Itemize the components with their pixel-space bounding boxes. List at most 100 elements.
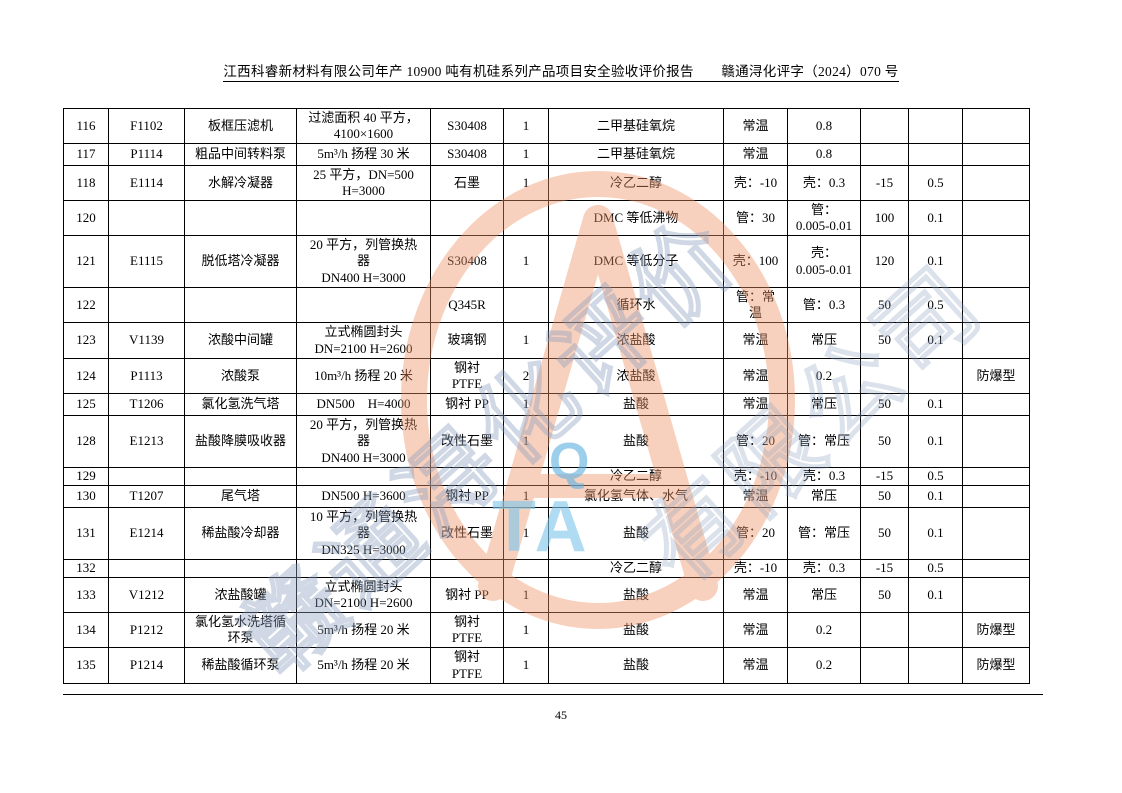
- cell: 20 平方，列管换热 器 DN400 H=3000: [296, 235, 431, 288]
- cell: 浓酸泵: [184, 358, 297, 394]
- cell: 0.1: [908, 507, 963, 560]
- cell: 128: [63, 415, 109, 468]
- cell: 1: [503, 143, 549, 166]
- cell: 立式椭圆封头 DN=2100 H=2600: [296, 322, 431, 359]
- cell: [184, 200, 297, 236]
- cell: [962, 415, 1030, 468]
- cell: 1: [503, 577, 549, 613]
- cell: 50: [860, 287, 909, 323]
- cell: 二甲基硅氧烷: [548, 108, 724, 144]
- cell: 常温: [723, 393, 788, 416]
- cell: [962, 577, 1030, 613]
- cell: [296, 559, 431, 578]
- cell: [108, 559, 185, 578]
- cell: P1113: [108, 358, 185, 394]
- cell: [962, 467, 1030, 486]
- table-row: 125 T1206 氯化氢洗气塔 DN500 H=4000 钢衬 PP 1 盐酸 常温 常压 50…: [63, 393, 1030, 416]
- cell: 2: [503, 358, 549, 394]
- cell: 10m³/h 扬程 20 米: [296, 358, 431, 394]
- cell: 0.5: [908, 165, 963, 201]
- cell: E1213: [108, 415, 185, 468]
- cell: DN500 H=3600: [296, 485, 431, 508]
- cell: 管：20: [723, 415, 788, 468]
- cell: 壳：-10: [723, 165, 788, 201]
- cell: 1: [503, 647, 549, 684]
- cell: [184, 559, 297, 578]
- cell: [503, 200, 549, 236]
- table-row: 124 P1113 浓酸泵 10m³/h 扬程 20 米钢衬 PTFE 2 浓盐酸 常温 0.…: [63, 358, 1030, 394]
- cell: 常温: [723, 358, 788, 394]
- cell: 121: [63, 235, 109, 288]
- cell: 0.2: [787, 647, 861, 684]
- cell: 盐酸: [548, 415, 724, 468]
- cell: [296, 287, 431, 323]
- cell: 盐酸: [548, 507, 724, 560]
- cell: DMC 等低沸物: [548, 200, 724, 236]
- cell: 0.2: [787, 358, 861, 394]
- cell: 20 平方，列管换热 器 DN400 H=3000: [296, 415, 431, 468]
- cell: 50: [860, 393, 909, 416]
- cell: 冷乙二醇: [548, 165, 724, 201]
- cell: 117: [63, 143, 109, 166]
- cell: 防爆型: [962, 358, 1030, 394]
- cell: 0.5: [908, 467, 963, 486]
- cell: 0.1: [908, 200, 963, 236]
- cell: 0.1: [908, 415, 963, 468]
- cell: 脱低塔冷凝器: [184, 235, 297, 288]
- cell: [860, 612, 909, 648]
- cell: 5m³/h 扬程 30 米: [296, 143, 431, 166]
- cell: S30408: [430, 143, 504, 166]
- cell: 盐酸降膜吸收器: [184, 415, 297, 468]
- cell: 管：0.3: [787, 287, 861, 323]
- cell: E1115: [108, 235, 185, 288]
- cell: 130: [63, 485, 109, 508]
- cell: 25 平方，DN=500 H=3000: [296, 165, 431, 201]
- cell: 5m³/h 扬程 20 米: [296, 612, 431, 648]
- cell: 0.8: [787, 143, 861, 166]
- cell: [430, 200, 504, 236]
- cell: 0.1: [908, 393, 963, 416]
- cell: V1139: [108, 322, 185, 359]
- cell: 常温: [723, 143, 788, 166]
- cell: 二甲基硅氧烷: [548, 143, 724, 166]
- equipment-table-container: 116 F1102 板框压滤机 过滤面积 40 平方， 4100×1600 S30408…: [63, 108, 1030, 684]
- cell: 盐酸: [548, 612, 724, 648]
- cell: [296, 200, 431, 236]
- cell: 循环水: [548, 287, 724, 323]
- cell: 0.1: [908, 235, 963, 288]
- table-row: 118 E1114 水解冷凝器 25 平方，DN=500 H=3000 石墨 1 冷乙二醇壳…: [63, 165, 1030, 201]
- cell: 134: [63, 612, 109, 648]
- cell: 氯化氢洗气塔: [184, 393, 297, 416]
- cell: 10 平方，列管换热 器 DN325 H=3000: [296, 507, 431, 560]
- cell: 0.5: [908, 559, 963, 578]
- cell: 100: [860, 200, 909, 236]
- cell: [430, 467, 504, 486]
- cell: 50: [860, 322, 909, 359]
- cell: [962, 507, 1030, 560]
- cell: 129: [63, 467, 109, 486]
- cell: 135: [63, 647, 109, 684]
- cell: 1: [503, 235, 549, 288]
- cell: [296, 467, 431, 486]
- cell: 立式椭圆封头 DN=2100 H=2600: [296, 577, 431, 613]
- cell: 石墨: [430, 165, 504, 201]
- cell: 常温: [723, 322, 788, 359]
- cell: [184, 287, 297, 323]
- cell: S30408: [430, 108, 504, 144]
- table-row: 121 E1115 脱低塔冷凝器 20 平方，列管换热 器 DN400 H=3000 S…: [63, 235, 1030, 288]
- cell: 氯化氢气体、水气: [548, 485, 724, 508]
- cell: 冷乙二醇: [548, 559, 724, 578]
- cell: 钢衬 PTFE: [430, 358, 504, 394]
- cell: [908, 358, 963, 394]
- equipment-table-body: 116 F1102 板框压滤机 过滤面积 40 平方， 4100×1600 S30408…: [63, 108, 1030, 684]
- cell: [962, 143, 1030, 166]
- cell: E1214: [108, 507, 185, 560]
- cell: 管：常压: [787, 507, 861, 560]
- cell: 1: [503, 165, 549, 201]
- cell: 壳：-10: [723, 467, 788, 486]
- cell: 50: [860, 415, 909, 468]
- cell: [108, 200, 185, 236]
- cell: [503, 467, 549, 486]
- cell: [908, 612, 963, 648]
